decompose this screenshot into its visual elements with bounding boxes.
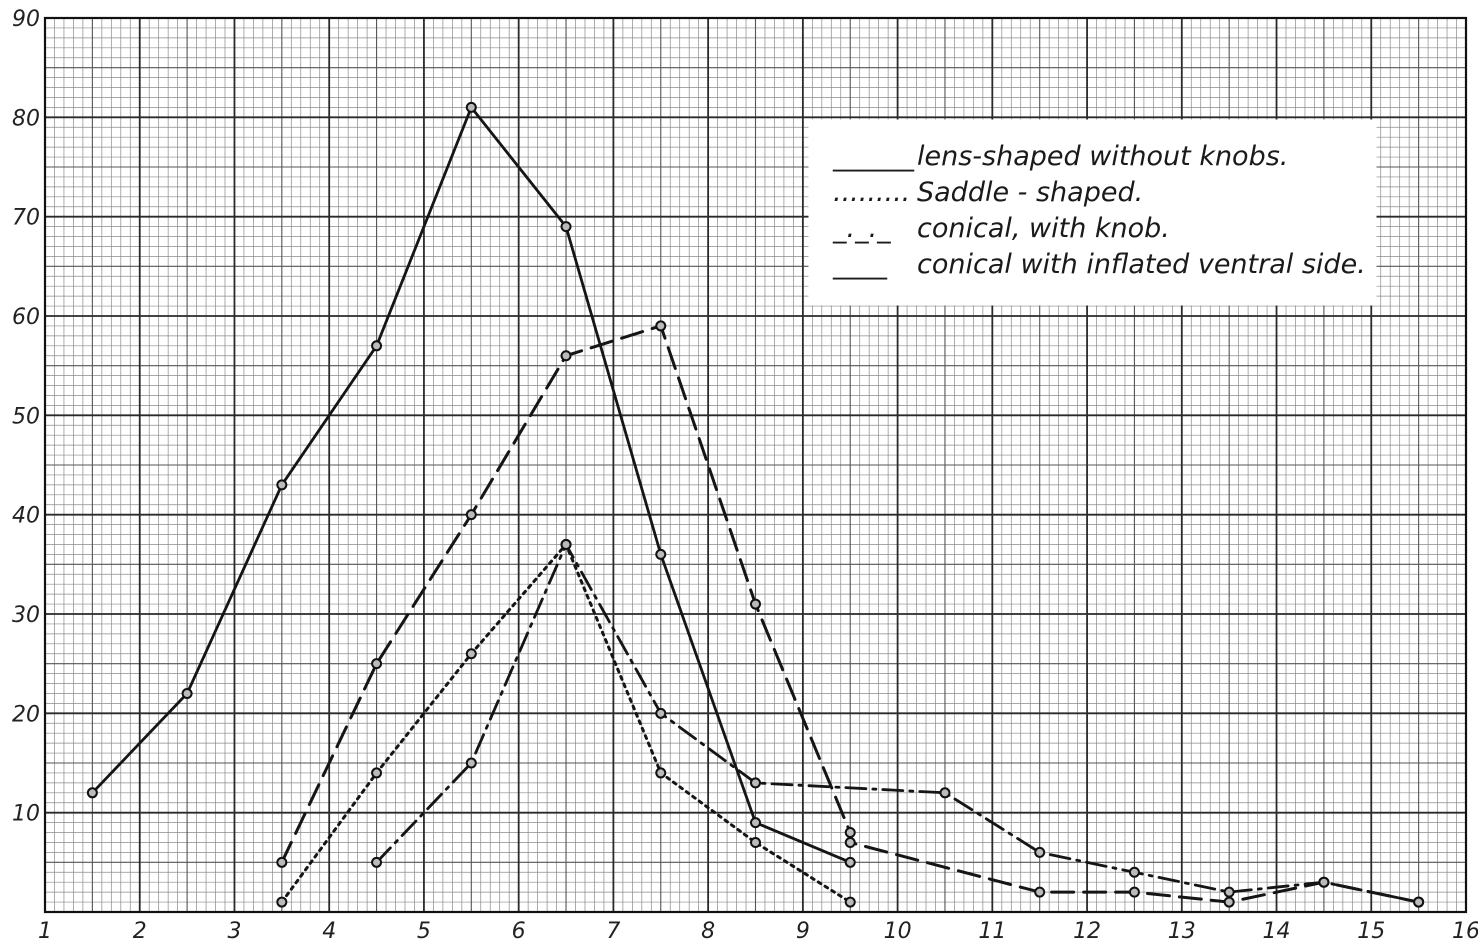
data-point — [1318, 876, 1330, 888]
data-point — [1034, 886, 1046, 898]
data-point — [750, 598, 761, 610]
x-tick-label: 15 — [1357, 919, 1385, 941]
data-point — [1223, 896, 1235, 908]
data-point — [181, 687, 193, 699]
legend-label: conical with inflated ventral side. — [917, 249, 1366, 280]
legend-sample: ______ — [832, 141, 915, 172]
y-tick-label: 90 — [12, 7, 40, 32]
x-tick-label: 4 — [322, 919, 336, 941]
data-point — [465, 757, 477, 769]
x-tick-label: 10 — [884, 919, 912, 941]
legend-label: Saddle - shaped. — [917, 177, 1143, 208]
data-point — [86, 787, 98, 799]
legend-box — [808, 119, 1377, 306]
data-point — [655, 707, 667, 719]
x-tick-label: 1 — [38, 919, 52, 941]
x-tick-label: 7 — [606, 919, 620, 941]
data-point — [1128, 866, 1140, 878]
data-point — [750, 836, 761, 848]
x-tick-label: 9 — [796, 919, 810, 941]
series-line — [375, 543, 1420, 904]
data-point — [560, 538, 572, 550]
data-point — [465, 648, 477, 660]
x-tick-label: 6 — [512, 919, 526, 941]
series-4 — [276, 320, 1425, 908]
y-tick-label: 40 — [12, 504, 40, 529]
x-tick-label: 16 — [1452, 919, 1478, 941]
data-point — [465, 101, 477, 113]
data-point — [844, 836, 856, 848]
series-group — [86, 101, 1425, 908]
data-point — [1223, 886, 1235, 898]
data-point — [1413, 896, 1425, 908]
data-point — [276, 479, 288, 491]
data-point — [655, 320, 667, 332]
x-tick-label: 3 — [227, 919, 241, 941]
data-point — [371, 767, 383, 779]
data-point — [844, 896, 856, 908]
y-tick-label: 20 — [12, 702, 40, 727]
data-point — [560, 221, 572, 233]
data-point — [276, 896, 288, 908]
plot-frame — [43, 16, 1468, 914]
data-point — [939, 787, 951, 799]
data-point — [1128, 886, 1140, 898]
x-tick-label: 11 — [978, 919, 1006, 941]
y-tick-label: 80 — [12, 106, 40, 131]
x-tick-label: 14 — [1263, 919, 1291, 941]
x-tick-label: 13 — [1168, 919, 1196, 941]
data-point — [371, 856, 383, 868]
axes: 1 2 3 4 5 6 7 8 9 10 11 12 13 14 15 1610203040506070809… — [12, 7, 1478, 941]
data-point — [276, 856, 288, 868]
data-point — [465, 509, 477, 521]
data-point — [371, 340, 383, 352]
x-tick-label: 8 — [701, 919, 715, 941]
data-point — [655, 548, 667, 560]
data-point — [560, 350, 572, 362]
legend-sample: ____ — [832, 249, 888, 280]
data-point — [371, 658, 383, 670]
x-tick-label: 12 — [1073, 919, 1101, 941]
y-tick-label: 60 — [12, 305, 40, 330]
legend: ______ lens-shaped without knobs.........… — [808, 119, 1377, 306]
legend-sample: ......... — [833, 177, 910, 208]
legend-label: conical, with knob. — [917, 213, 1170, 244]
y-tick-label: 50 — [12, 404, 40, 429]
series-1 — [86, 101, 856, 868]
data-point — [750, 817, 761, 829]
grid-mid-lines — [45, 18, 1466, 912]
legend-sample: _._._ — [832, 213, 891, 244]
y-tick-label: 10 — [12, 802, 40, 827]
data-point — [750, 777, 761, 789]
x-tick-label: 2 — [133, 919, 147, 941]
data-point — [1034, 846, 1046, 858]
legend-label: lens-shaped without knobs. — [917, 141, 1288, 172]
y-tick-label: 30 — [12, 603, 40, 628]
data-point — [844, 856, 856, 868]
y-tick-label: 70 — [12, 206, 40, 231]
x-tick-label: 5 — [417, 919, 431, 941]
data-point — [655, 767, 667, 779]
data-point — [844, 827, 856, 839]
